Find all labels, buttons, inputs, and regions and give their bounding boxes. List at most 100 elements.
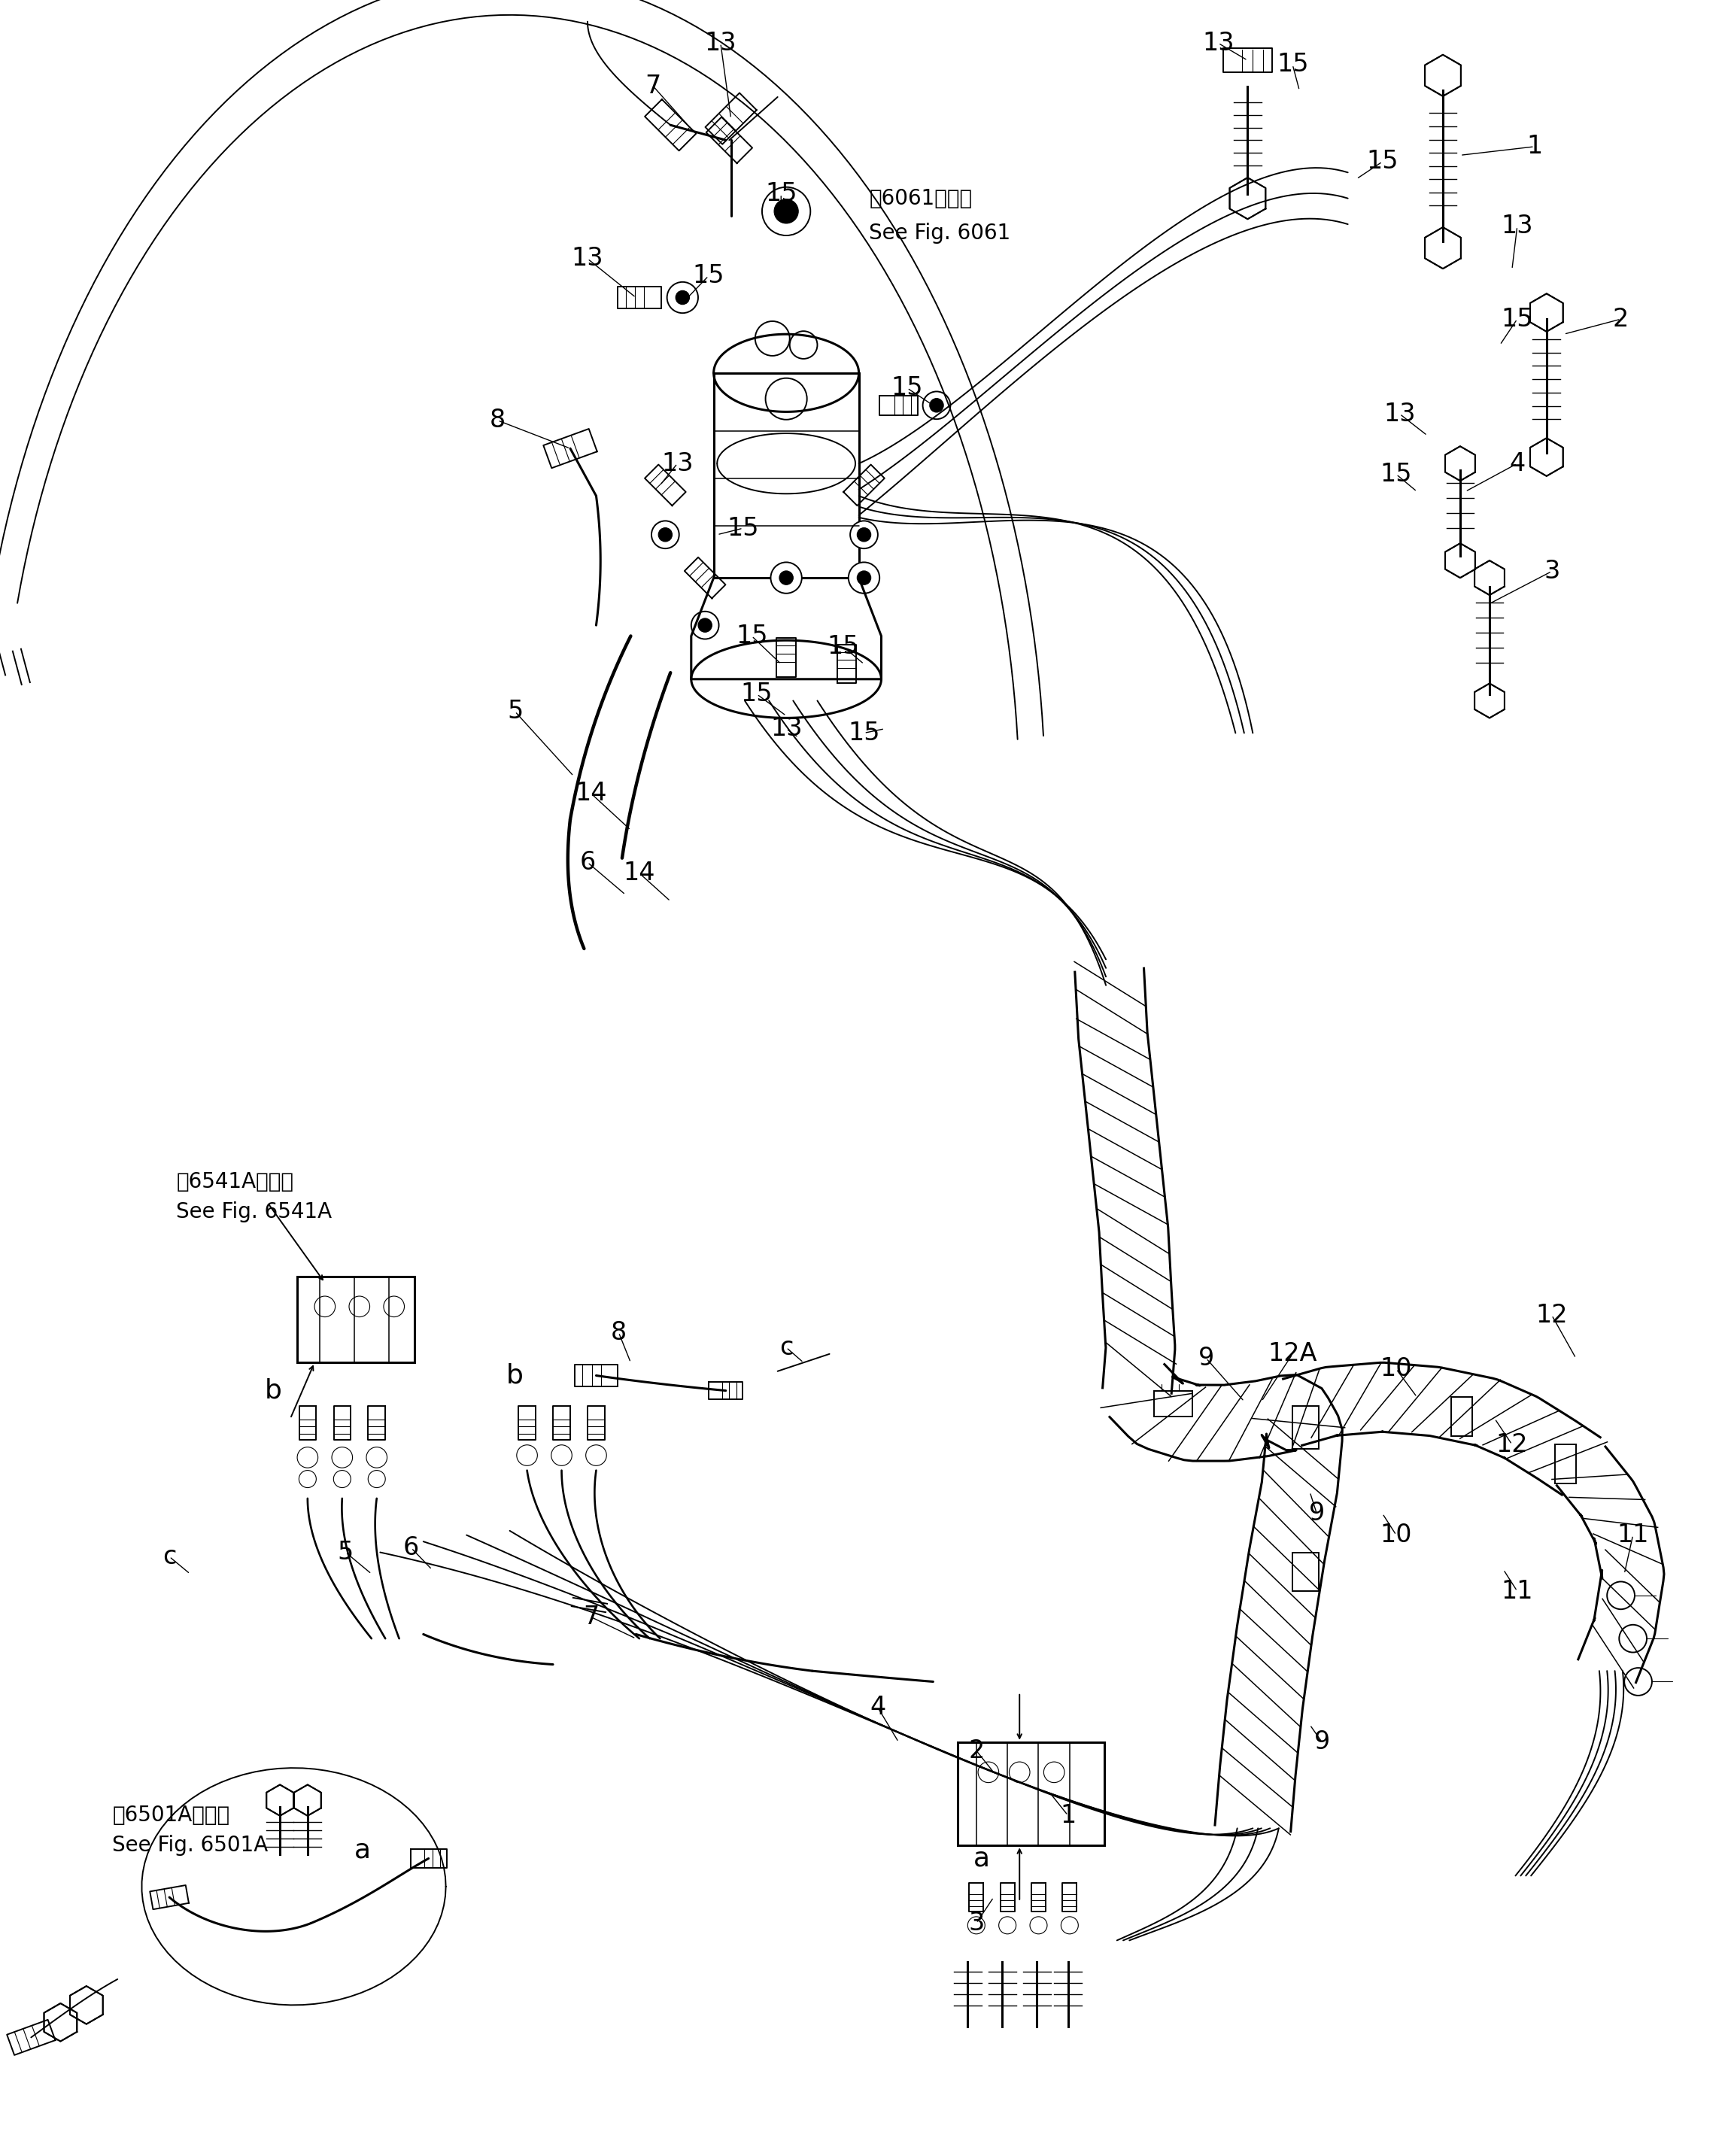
Text: 7: 7 bbox=[582, 1604, 600, 1630]
Text: 13: 13 bbox=[705, 30, 736, 56]
Circle shape bbox=[349, 1296, 370, 1317]
Text: 13: 13 bbox=[1384, 401, 1415, 427]
Text: 10: 10 bbox=[1381, 1522, 1412, 1548]
Circle shape bbox=[1061, 1917, 1078, 1934]
Circle shape bbox=[771, 563, 802, 593]
Text: 13: 13 bbox=[771, 716, 802, 742]
Text: 15: 15 bbox=[693, 263, 724, 289]
Circle shape bbox=[384, 1296, 404, 1317]
Text: 第6501A図参照: 第6501A図参照 bbox=[112, 1805, 230, 1826]
Text: 10: 10 bbox=[1381, 1356, 1412, 1382]
Circle shape bbox=[762, 188, 810, 235]
Text: 1: 1 bbox=[1526, 134, 1543, 160]
Text: See Fig. 6541A: See Fig. 6541A bbox=[176, 1201, 332, 1222]
Text: c: c bbox=[779, 1335, 793, 1360]
Text: 3: 3 bbox=[968, 1910, 985, 1936]
Text: 14: 14 bbox=[624, 860, 655, 886]
Circle shape bbox=[299, 1470, 316, 1488]
Polygon shape bbox=[43, 2003, 78, 2042]
Bar bbox=[1154, 1391, 1192, 1416]
Text: 6: 6 bbox=[403, 1535, 420, 1561]
Bar bbox=[1452, 1397, 1472, 1436]
Polygon shape bbox=[1445, 543, 1476, 578]
Circle shape bbox=[766, 377, 807, 420]
Text: b: b bbox=[264, 1378, 282, 1404]
Polygon shape bbox=[1474, 683, 1505, 718]
Text: 13: 13 bbox=[572, 246, 603, 272]
Circle shape bbox=[1030, 1917, 1047, 1934]
Polygon shape bbox=[1474, 561, 1505, 595]
Polygon shape bbox=[1529, 293, 1564, 332]
Circle shape bbox=[774, 198, 798, 224]
Text: 1: 1 bbox=[1059, 1802, 1077, 1828]
Text: 13: 13 bbox=[662, 451, 693, 476]
Circle shape bbox=[1619, 1626, 1647, 1651]
Polygon shape bbox=[266, 1785, 294, 1815]
Text: 6: 6 bbox=[579, 849, 596, 875]
Circle shape bbox=[999, 1917, 1016, 1934]
Circle shape bbox=[314, 1296, 335, 1317]
Text: See Fig. 6061: See Fig. 6061 bbox=[869, 222, 1011, 244]
Text: 3: 3 bbox=[1543, 558, 1560, 584]
Text: 15: 15 bbox=[766, 181, 797, 207]
Polygon shape bbox=[1230, 177, 1265, 220]
Polygon shape bbox=[69, 1986, 104, 2024]
Circle shape bbox=[1009, 1761, 1030, 1783]
Polygon shape bbox=[1426, 226, 1460, 270]
Polygon shape bbox=[1445, 446, 1476, 481]
Circle shape bbox=[978, 1761, 999, 1783]
Text: 15: 15 bbox=[1277, 52, 1308, 78]
Circle shape bbox=[848, 563, 880, 593]
Text: 第6541A図参照: 第6541A図参照 bbox=[176, 1171, 294, 1192]
Text: 14: 14 bbox=[575, 780, 607, 806]
Text: 5: 5 bbox=[337, 1539, 354, 1565]
Bar bbox=[957, 1742, 1104, 1846]
Text: a: a bbox=[354, 1837, 372, 1863]
Text: 15: 15 bbox=[828, 634, 859, 660]
Text: 12: 12 bbox=[1496, 1432, 1528, 1457]
Circle shape bbox=[368, 1470, 385, 1488]
Circle shape bbox=[586, 1445, 607, 1466]
Bar bbox=[714, 373, 859, 578]
Text: 2: 2 bbox=[1612, 306, 1630, 332]
Circle shape bbox=[1044, 1761, 1064, 1783]
Circle shape bbox=[790, 332, 817, 358]
Circle shape bbox=[334, 1470, 351, 1488]
Circle shape bbox=[667, 282, 698, 313]
Text: 15: 15 bbox=[736, 623, 767, 649]
Circle shape bbox=[755, 321, 790, 356]
Polygon shape bbox=[1426, 54, 1460, 97]
Circle shape bbox=[691, 612, 719, 638]
Text: 9: 9 bbox=[1308, 1501, 1325, 1526]
Circle shape bbox=[850, 522, 878, 548]
Circle shape bbox=[968, 1917, 985, 1934]
Text: 15: 15 bbox=[727, 515, 759, 541]
Text: 15: 15 bbox=[741, 681, 772, 707]
Circle shape bbox=[857, 528, 871, 541]
Text: 11: 11 bbox=[1502, 1578, 1533, 1604]
Circle shape bbox=[676, 291, 689, 304]
Circle shape bbox=[297, 1447, 318, 1468]
Polygon shape bbox=[294, 1785, 321, 1815]
Circle shape bbox=[517, 1445, 537, 1466]
Circle shape bbox=[658, 528, 672, 541]
Text: a: a bbox=[973, 1846, 990, 1871]
Circle shape bbox=[366, 1447, 387, 1468]
Text: b: b bbox=[506, 1363, 524, 1388]
Text: 4: 4 bbox=[1509, 451, 1526, 476]
Text: See Fig. 6501A: See Fig. 6501A bbox=[112, 1835, 268, 1856]
Text: 8: 8 bbox=[489, 407, 506, 433]
Text: 13: 13 bbox=[1203, 30, 1234, 56]
Circle shape bbox=[779, 571, 793, 584]
Text: 第6061図参照: 第6061図参照 bbox=[869, 188, 973, 209]
Circle shape bbox=[923, 392, 950, 418]
Text: 2: 2 bbox=[968, 1738, 985, 1764]
Circle shape bbox=[551, 1445, 572, 1466]
Text: 11: 11 bbox=[1617, 1522, 1649, 1548]
Bar bbox=[297, 1276, 415, 1363]
Circle shape bbox=[332, 1447, 353, 1468]
Text: 9: 9 bbox=[1313, 1729, 1331, 1755]
Text: 15: 15 bbox=[1381, 461, 1412, 487]
Text: 7: 7 bbox=[645, 73, 662, 99]
Text: 15: 15 bbox=[892, 375, 923, 401]
